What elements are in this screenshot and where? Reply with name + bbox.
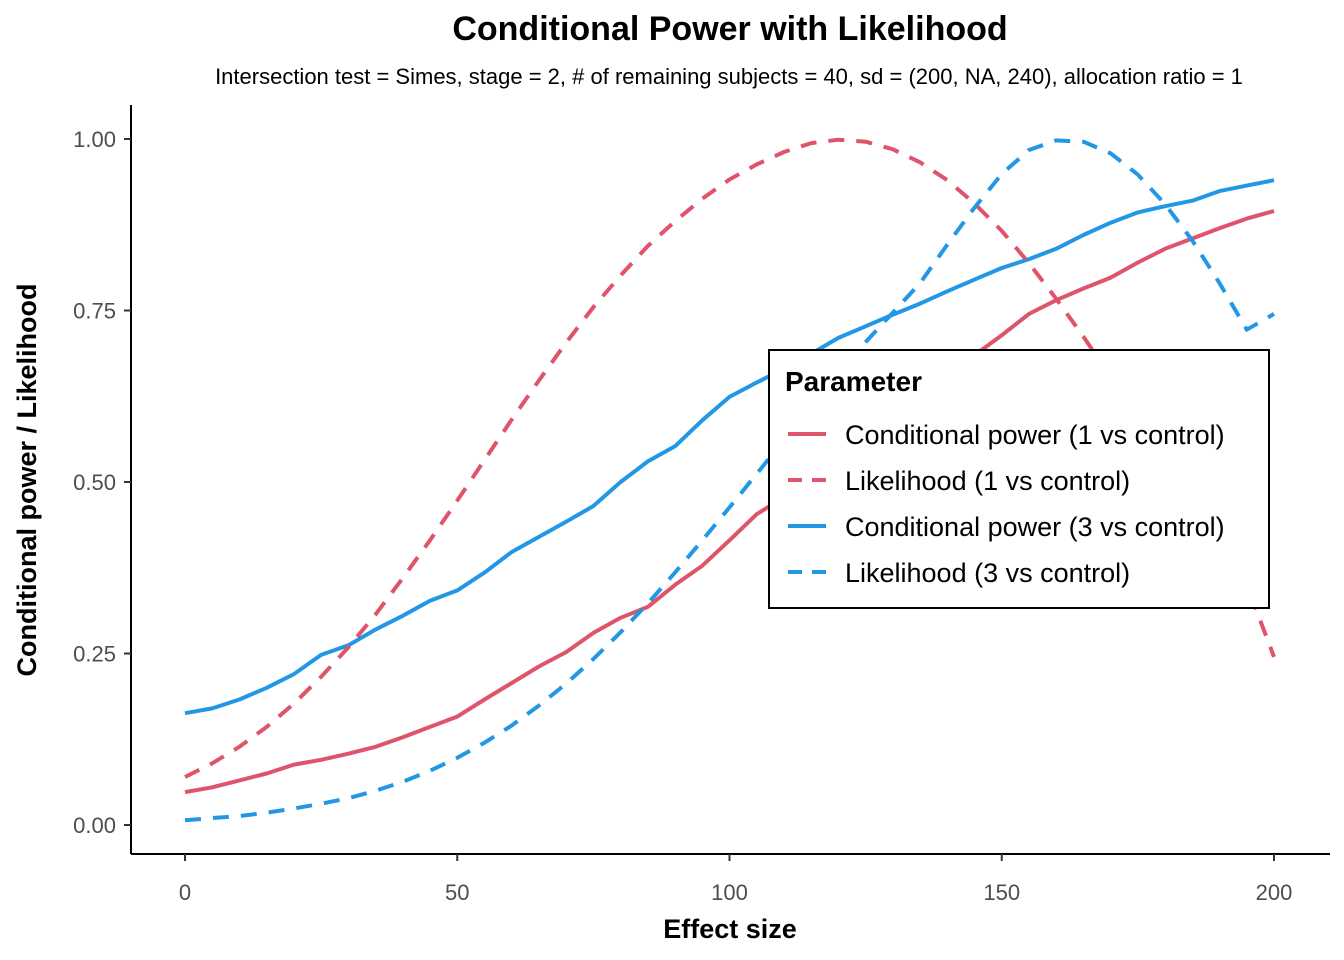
chart-subtitle: Intersection test = Simes, stage = 2, # … [215,64,1243,89]
legend-label: Likelihood (1 vs control) [845,466,1130,496]
legend: Parameter Conditional power (1 vs contro… [768,349,1270,609]
series-line-3 [184,178,1275,716]
x-tick-label: 0 [179,880,191,905]
y-tick-label: 0.75 [73,299,116,324]
x-tick-label: 150 [983,880,1020,905]
x-tick-label: 50 [445,880,469,905]
x-tick-label: 200 [1256,880,1293,905]
legend-box [768,349,1270,609]
series-line-2 [184,137,1276,779]
legend-label: Conditional power (3 vs control) [845,512,1225,542]
series-line-1 [184,209,1275,795]
legend-entries: Conditional power (1 vs control) Likeliho… [788,420,1225,588]
x-axis-ticks: 0 50 100 150 200 [179,854,1292,905]
y-tick-label: 1.00 [73,127,116,152]
chart-title: Conditional Power with Likelihood [452,10,1007,48]
y-tick-label: 0.00 [73,813,116,838]
legend-title: Parameter [785,366,922,397]
legend-label: Likelihood (3 vs control) [845,558,1130,588]
x-axis-title: Effect size [663,914,797,944]
y-tick-label: 0.25 [73,642,116,667]
legend-label: Conditional power (1 vs control) [845,420,1225,450]
y-axis-ticks: 0.00 0.25 0.50 0.75 1.00 [73,127,131,838]
y-tick-label: 0.50 [73,470,116,495]
x-tick-label: 100 [711,880,748,905]
series-layer [184,137,1276,823]
y-axis-title: Conditional power / Likelihood [12,284,42,677]
series-line-4 [184,138,1276,823]
